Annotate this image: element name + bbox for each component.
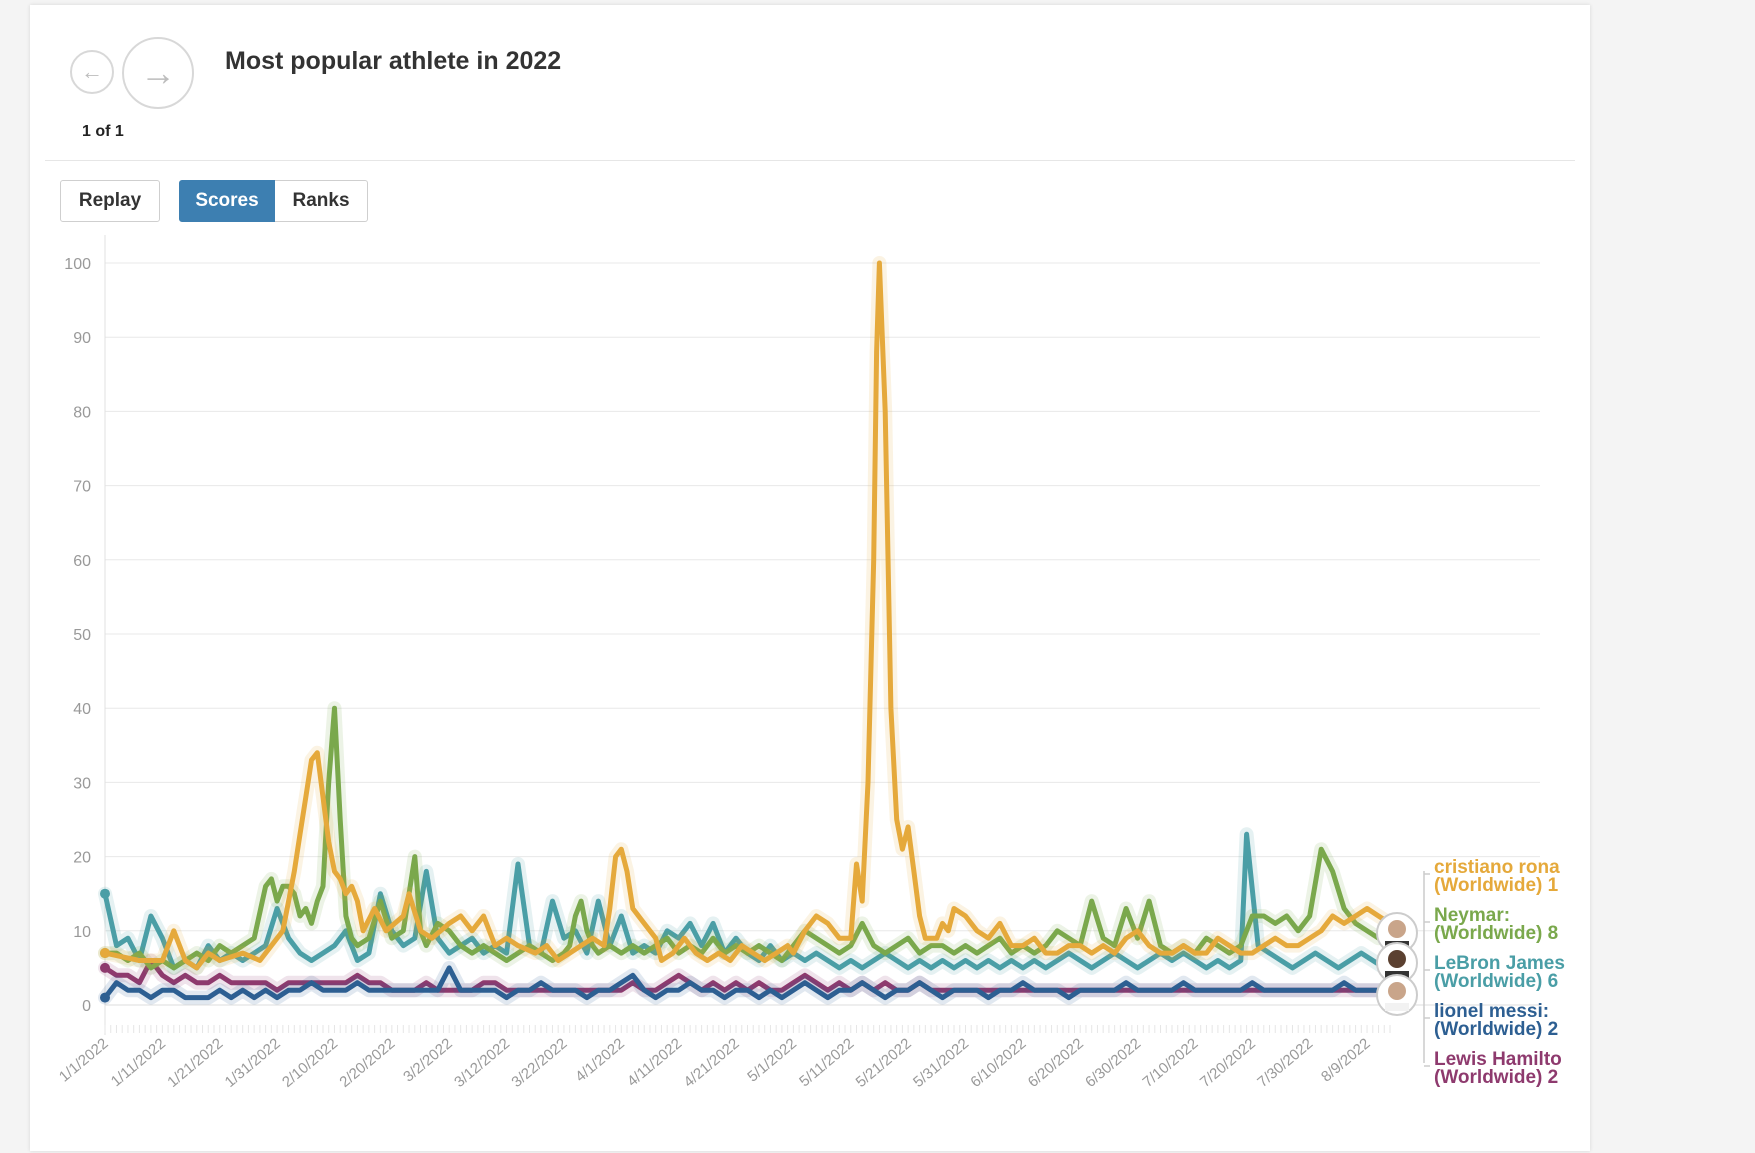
x-tick-label: 6/20/2022 — [1025, 1035, 1087, 1091]
x-tick-label: 6/30/2022 — [1082, 1035, 1144, 1091]
avatar-face — [1388, 950, 1406, 968]
series-start-point — [100, 948, 110, 959]
ranks-tab[interactable]: Ranks — [275, 180, 368, 222]
series-start-point — [100, 962, 110, 973]
x-tick-label: 4/1/2022 — [572, 1035, 628, 1086]
chart-card: ← → 1 of 1 Most popular athlete in 2022 … — [30, 5, 1590, 1151]
legend-label: Lewis Hamilto — [1434, 1049, 1562, 1070]
x-tick-label: 8/9/2022 — [1318, 1035, 1374, 1086]
x-tick-label: 7/10/2022 — [1139, 1035, 1201, 1091]
avatar-face — [1388, 920, 1406, 938]
y-tick-label: 0 — [82, 998, 91, 1015]
y-tick-label: 30 — [73, 775, 91, 792]
y-tick-label: 60 — [73, 553, 91, 570]
x-tick-label: 7/30/2022 — [1254, 1035, 1316, 1091]
x-tick-label: 2/20/2022 — [336, 1035, 398, 1091]
next-button[interactable]: → — [122, 37, 194, 109]
y-tick-label: 80 — [73, 404, 91, 421]
pager-label: 1 of 1 — [82, 123, 124, 140]
legend-label: lionel messi: — [1434, 1001, 1549, 1022]
legend-label: LeBron James — [1434, 953, 1565, 974]
legend-value: (Worldwide) 8 — [1434, 923, 1558, 944]
x-tick-label: 5/1/2022 — [744, 1035, 800, 1086]
x-tick-label: 3/2/2022 — [400, 1035, 456, 1086]
header-divider — [45, 160, 1575, 161]
x-tick-label: 1/11/2022 — [108, 1035, 169, 1090]
legend-value: (Worldwide) 6 — [1434, 971, 1558, 992]
series-line — [102, 705, 1393, 971]
y-tick-label: 100 — [64, 256, 91, 273]
x-tick-label: 1/21/2022 — [164, 1035, 226, 1091]
legend-value: (Worldwide) 2 — [1434, 1019, 1558, 1040]
legend-label: cristiano rona — [1434, 857, 1560, 878]
series-start-point — [100, 992, 110, 1003]
x-tick-label: 5/31/2022 — [910, 1035, 972, 1091]
avatar-face — [1388, 982, 1406, 1000]
page-title: Most popular athlete in 2022 — [225, 47, 562, 75]
replay-button[interactable]: Replay — [60, 180, 160, 222]
x-tick-label: 4/21/2022 — [681, 1035, 743, 1091]
avatar-shirt — [1385, 1003, 1409, 1011]
y-tick-label: 70 — [73, 479, 91, 496]
legend-label: Neymar: — [1434, 905, 1510, 926]
x-tick-label: 6/10/2022 — [967, 1035, 1029, 1091]
x-tick-label: 1/1/2022 — [56, 1035, 112, 1086]
x-tick-label: 5/21/2022 — [853, 1035, 915, 1091]
series-line — [102, 260, 1393, 971]
x-tick-label: 1/31/2022 — [222, 1035, 284, 1091]
x-tick-label: 5/11/2022 — [796, 1035, 857, 1090]
arrow-right-icon: → — [140, 52, 176, 93]
x-tick-label: 4/11/2022 — [624, 1035, 685, 1090]
y-tick-label: 10 — [73, 924, 91, 941]
x-tick-label: 3/22/2022 — [508, 1035, 570, 1091]
previous-button[interactable]: ← — [70, 50, 114, 94]
line-chart: 01020304050607080901001/1/20221/11/20221… — [56, 235, 1565, 1091]
series-start-point — [100, 888, 110, 899]
x-tick-label: 2/10/2022 — [279, 1035, 341, 1091]
y-tick-label: 40 — [73, 701, 91, 718]
series-line — [102, 965, 1393, 1001]
y-tick-label: 20 — [73, 850, 91, 867]
x-tick-label: 7/20/2022 — [1197, 1035, 1259, 1091]
arrow-left-icon: ← — [81, 59, 103, 84]
x-tick-label: 3/12/2022 — [451, 1035, 513, 1091]
y-tick-label: 90 — [73, 330, 91, 347]
legend-value: (Worldwide) 1 — [1434, 875, 1559, 896]
scores-tab[interactable]: Scores — [179, 180, 275, 222]
y-tick-label: 50 — [73, 627, 91, 644]
legend-value: (Worldwide) 2 — [1434, 1067, 1558, 1088]
